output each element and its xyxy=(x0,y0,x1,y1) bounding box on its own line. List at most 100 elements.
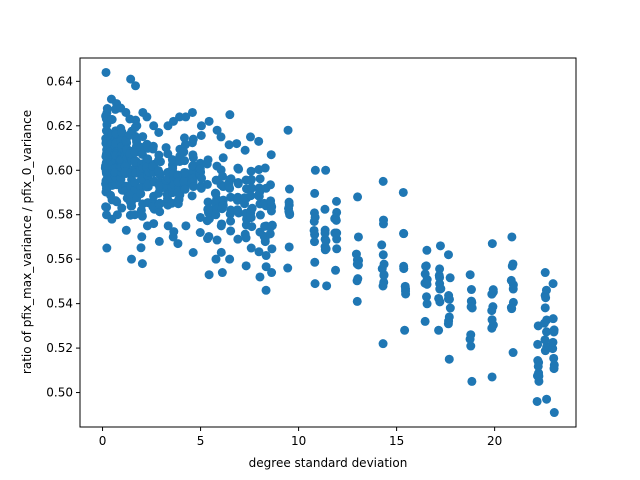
data-point xyxy=(488,285,498,295)
data-point xyxy=(465,270,475,280)
data-point xyxy=(232,139,242,149)
data-point xyxy=(401,289,411,299)
y-tick-label: 0.58 xyxy=(46,208,73,222)
data-point xyxy=(266,150,276,160)
data-point xyxy=(188,182,198,192)
data-point xyxy=(352,276,362,286)
data-point xyxy=(435,241,445,251)
data-point xyxy=(331,265,341,275)
data-point xyxy=(487,239,497,249)
data-point xyxy=(267,268,277,278)
data-point xyxy=(310,188,320,198)
data-point xyxy=(507,232,517,242)
data-point xyxy=(126,254,136,264)
data-point xyxy=(155,207,165,217)
data-point xyxy=(549,364,559,374)
data-point xyxy=(466,285,476,295)
data-point xyxy=(130,157,140,167)
data-point xyxy=(179,177,189,187)
data-point xyxy=(195,164,205,174)
data-point xyxy=(261,285,271,295)
data-point xyxy=(542,327,552,337)
data-point xyxy=(266,180,275,190)
data-point xyxy=(226,192,236,202)
y-tick-label: 0.54 xyxy=(46,297,73,311)
data-point xyxy=(353,232,363,242)
data-point xyxy=(143,154,153,164)
data-point xyxy=(254,136,264,146)
data-point xyxy=(322,281,332,291)
data-point xyxy=(187,191,197,201)
x-axis-label: degree standard deviation xyxy=(249,456,408,470)
data-point xyxy=(541,285,551,295)
data-point xyxy=(549,325,559,335)
data-point xyxy=(226,216,236,226)
data-point xyxy=(506,275,516,285)
data-point xyxy=(112,210,122,220)
data-point xyxy=(173,239,183,249)
x-tick-label: 5 xyxy=(197,434,205,448)
data-point xyxy=(422,279,432,289)
data-point xyxy=(399,228,409,238)
data-point xyxy=(444,354,454,364)
data-point xyxy=(379,271,389,280)
data-point xyxy=(310,279,320,289)
data-point xyxy=(131,115,141,125)
data-point xyxy=(534,368,544,378)
data-points xyxy=(100,67,559,418)
data-point xyxy=(212,125,222,135)
data-point xyxy=(130,210,140,220)
data-point xyxy=(101,67,111,77)
data-point xyxy=(179,147,189,157)
data-point xyxy=(321,165,331,175)
data-point xyxy=(353,192,363,202)
data-point xyxy=(420,269,430,279)
data-point xyxy=(202,179,212,189)
data-point xyxy=(211,189,221,199)
data-point xyxy=(181,221,191,231)
data-point xyxy=(196,121,206,131)
data-point xyxy=(218,153,228,163)
data-point xyxy=(398,187,408,197)
data-point xyxy=(540,268,550,278)
data-point xyxy=(548,279,558,289)
data-point xyxy=(217,204,227,214)
data-point xyxy=(154,199,164,209)
data-point xyxy=(137,232,147,242)
data-point xyxy=(136,189,146,199)
data-point xyxy=(203,197,213,207)
data-point xyxy=(284,184,294,194)
data-point xyxy=(137,211,147,221)
data-point xyxy=(487,323,497,333)
data-point xyxy=(233,205,242,215)
data-point xyxy=(332,244,342,254)
data-point xyxy=(310,237,319,247)
data-point xyxy=(254,247,264,257)
data-point xyxy=(153,165,163,175)
data-point xyxy=(542,394,552,404)
data-point xyxy=(255,174,265,184)
data-point xyxy=(188,150,198,160)
data-point xyxy=(540,346,550,356)
data-point xyxy=(126,74,136,84)
data-point xyxy=(267,244,277,254)
y-axis: 0.50 0.52 0.54 0.56 0.58 0.60 0.62 0.64 xyxy=(46,74,80,400)
data-point xyxy=(167,155,177,165)
data-point xyxy=(310,165,320,175)
data-point xyxy=(225,254,235,264)
data-point xyxy=(216,247,226,257)
data-point xyxy=(261,251,271,261)
data-point xyxy=(444,316,454,326)
data-point xyxy=(260,163,270,173)
data-point xyxy=(195,228,205,237)
data-point xyxy=(487,315,497,325)
data-point xyxy=(216,221,226,231)
data-point xyxy=(422,299,432,309)
data-point xyxy=(507,304,517,314)
data-point xyxy=(467,376,477,386)
data-point xyxy=(320,228,330,238)
data-point xyxy=(121,107,131,117)
data-point xyxy=(255,187,265,197)
data-point xyxy=(224,140,234,150)
